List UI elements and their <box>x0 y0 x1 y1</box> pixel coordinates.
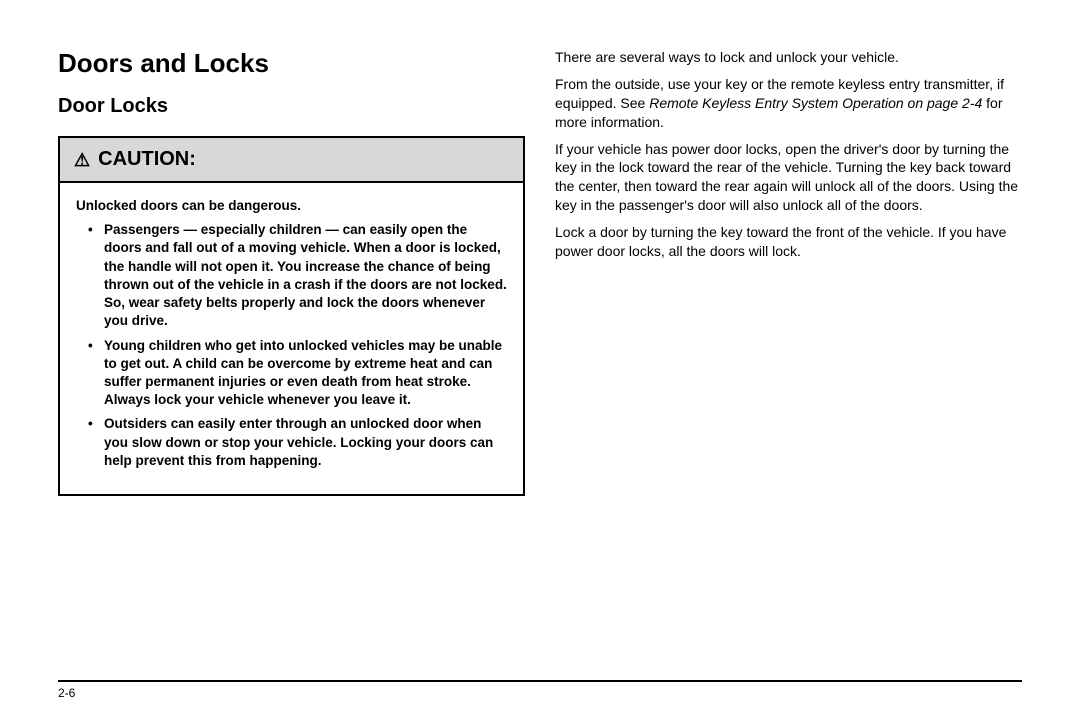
section-title: Doors and Locks <box>58 48 525 79</box>
body-paragraph: From the outside, use your key or the re… <box>555 75 1022 132</box>
caution-header: ⚠ CAUTION: <box>60 138 523 183</box>
caution-label: CAUTION: <box>98 148 196 171</box>
left-column: Doors and Locks Door Locks ⚠ CAUTION: Un… <box>58 48 525 670</box>
warning-triangle-icon: ⚠ <box>74 151 90 169</box>
body-paragraph: If your vehicle has power door locks, op… <box>555 140 1022 216</box>
content-area: Doors and Locks Door Locks ⚠ CAUTION: Un… <box>58 48 1022 670</box>
caution-bullet: Outsiders can easily enter through an un… <box>92 415 507 470</box>
cross-reference: Remote Keyless Entry System Operation on… <box>649 95 982 111</box>
caution-bullet: Young children who get into unlocked veh… <box>92 337 507 410</box>
caution-bullet: Passengers — especially children — can e… <box>92 221 507 330</box>
caution-box: ⚠ CAUTION: Unlocked doors can be dangero… <box>58 136 525 496</box>
right-column: There are several ways to lock and unloc… <box>555 48 1022 670</box>
body-paragraph: There are several ways to lock and unloc… <box>555 48 1022 67</box>
page-number: 2-6 <box>58 686 75 700</box>
subsection-title: Door Locks <box>58 95 525 118</box>
body-paragraph: Lock a door by turning the key toward th… <box>555 223 1022 261</box>
page-footer: 2-6 <box>58 680 1022 700</box>
caution-intro: Unlocked doors can be dangerous. <box>76 197 507 215</box>
caution-body: Unlocked doors can be dangerous. Passeng… <box>60 183 523 494</box>
caution-list: Passengers — especially children — can e… <box>76 221 507 470</box>
